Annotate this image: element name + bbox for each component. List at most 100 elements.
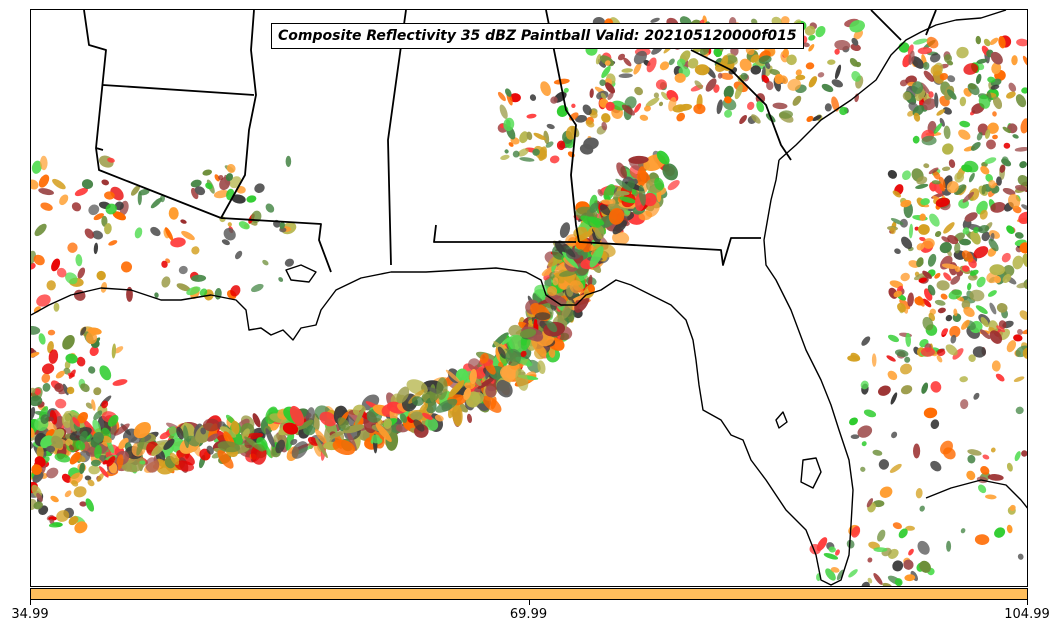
reflectivity-blob — [769, 69, 781, 76]
reflectivity-blob — [607, 92, 614, 100]
cuba-coast — [925, 479, 1027, 509]
map-canvas — [31, 10, 1027, 586]
reflectivity-blob — [987, 76, 996, 83]
reflectivity-blob — [411, 396, 424, 406]
reflectivity-blob — [970, 141, 981, 151]
reflectivity-blob — [1002, 156, 1009, 164]
reflectivity-blob — [713, 47, 723, 57]
reflectivity-blob — [601, 65, 611, 79]
reflectivity-blob — [919, 505, 925, 512]
reflectivity-blob — [1021, 87, 1027, 94]
reflectivity-blob — [589, 202, 599, 213]
reflectivity-blob — [72, 417, 81, 427]
reflectivity-blob — [968, 274, 978, 281]
reflectivity-blob — [85, 498, 95, 512]
reflectivity-blob — [71, 480, 79, 487]
reflectivity-blob — [900, 199, 912, 208]
reflectivity-blob — [751, 114, 761, 124]
reflectivity-blob — [740, 72, 748, 80]
reflectivity-blob — [38, 174, 50, 188]
reflectivity-blob — [851, 37, 859, 46]
reflectivity-blob — [543, 130, 550, 145]
reflectivity-blob — [941, 236, 950, 243]
reflectivity-blob — [59, 194, 69, 206]
reflectivity-blob — [713, 84, 720, 93]
reflectivity-blob — [634, 86, 643, 96]
reflectivity-blob — [1022, 347, 1027, 360]
reflectivity-blob — [93, 410, 103, 421]
reflectivity-blob — [93, 213, 105, 221]
reflectivity-blob — [540, 81, 551, 96]
reflectivity-blob — [46, 467, 59, 479]
reflectivity-blob — [676, 112, 686, 122]
colorbar-tick-label: 69.99 — [509, 607, 548, 622]
reflectivity-blob — [285, 155, 292, 168]
reflectivity-blob — [792, 95, 802, 106]
reflectivity-blob — [1022, 328, 1027, 335]
reflectivity-blob — [422, 412, 433, 420]
reflectivity-blob — [40, 202, 53, 211]
reflectivity-blob — [917, 47, 933, 55]
reflectivity-blob — [556, 105, 569, 117]
border-ms-al — [387, 10, 407, 266]
reflectivity-blob — [582, 104, 592, 116]
reflectivity-blob — [79, 501, 87, 507]
border-la-ms — [220, 217, 332, 273]
reflectivity-blob — [831, 79, 843, 88]
reflectivity-blob — [101, 400, 109, 409]
reflectivity-blob — [93, 431, 104, 443]
reflectivity-blobs — [31, 15, 1027, 586]
reflectivity-blob — [927, 284, 936, 296]
colorbar-tick — [1027, 600, 1028, 605]
reflectivity-blob — [558, 240, 576, 258]
reflectivity-blob — [191, 274, 207, 282]
reflectivity-blob — [1021, 450, 1027, 457]
reflectivity-blob — [860, 380, 869, 390]
reflectivity-blob — [956, 46, 969, 59]
reflectivity-blob — [992, 111, 997, 117]
reflectivity-blob — [112, 379, 128, 386]
reflectivity-blob — [599, 79, 606, 86]
reflectivity-blob — [76, 356, 86, 367]
reflectivity-blob — [104, 191, 115, 200]
reflectivity-blob — [877, 529, 886, 542]
reflectivity-blob — [950, 334, 957, 344]
reflectivity-blob — [618, 73, 633, 79]
reflectivity-blob — [915, 488, 923, 499]
reflectivity-blob — [717, 72, 723, 79]
reflectivity-blob — [992, 134, 998, 140]
reflectivity-blob — [861, 441, 867, 447]
reflectivity-blob — [969, 269, 979, 276]
reflectivity-blob — [550, 96, 558, 104]
reflectivity-blob — [945, 344, 958, 356]
reflectivity-blob — [890, 218, 904, 225]
reflectivity-blob — [496, 379, 513, 398]
reflectivity-blob — [165, 227, 174, 241]
reflectivity-blob — [92, 337, 101, 346]
reflectivity-blob — [559, 222, 571, 238]
border-al-fl — [433, 224, 576, 243]
colorbar — [30, 588, 1028, 600]
reflectivity-blob — [908, 548, 914, 556]
reflectivity-blob — [1008, 193, 1021, 209]
reflectivity-blob — [846, 539, 855, 549]
reflectivity-blob — [970, 231, 981, 245]
reflectivity-blob — [599, 204, 611, 216]
reflectivity-blob — [1017, 329, 1023, 335]
reflectivity-blob — [42, 363, 55, 375]
reflectivity-blob — [941, 263, 958, 269]
reflectivity-blob — [1015, 406, 1024, 415]
reflectivity-blob — [130, 185, 141, 196]
reflectivity-blob — [873, 547, 888, 553]
reflectivity-blob — [973, 246, 989, 259]
reflectivity-blob — [958, 129, 971, 140]
reflectivity-blob — [87, 479, 95, 487]
state-borders — [83, 10, 937, 273]
reflectivity-blob — [504, 149, 509, 154]
reflectivity-blob — [169, 452, 180, 466]
reflectivity-blob — [282, 422, 299, 435]
reflectivity-blob — [857, 425, 873, 438]
reflectivity-blob — [772, 102, 788, 110]
reflectivity-blob — [556, 140, 566, 151]
reflectivity-blob — [36, 492, 43, 502]
